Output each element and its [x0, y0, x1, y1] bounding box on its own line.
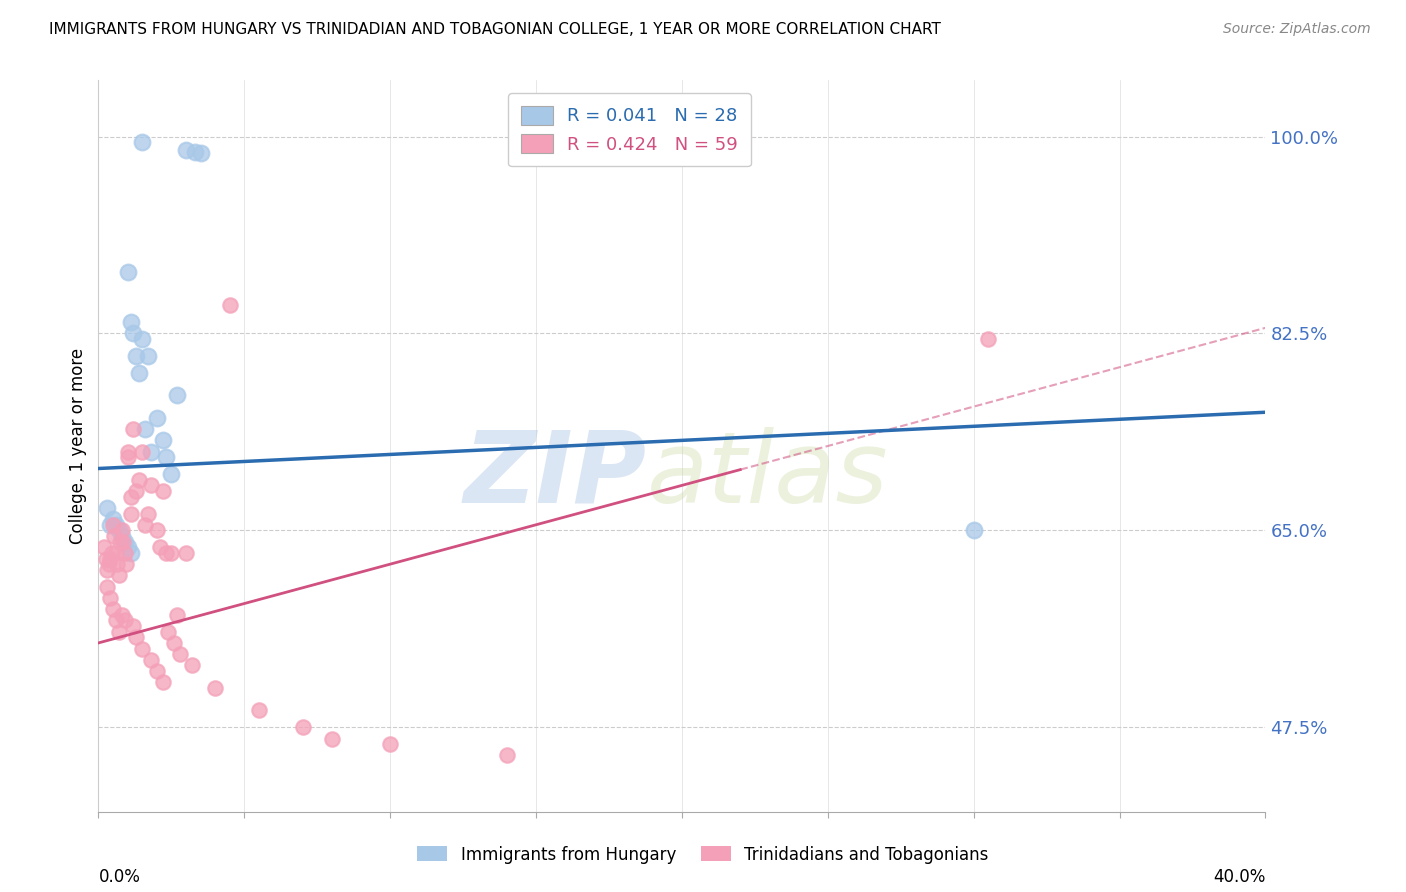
Point	[93, 541, 115, 555]
Point	[115, 557, 138, 571]
Point	[117, 264, 139, 278]
Point	[100, 546, 122, 560]
Point	[157, 624, 180, 639]
Point	[120, 315, 142, 329]
Point	[114, 546, 136, 560]
Point	[105, 557, 128, 571]
Point	[114, 534, 136, 549]
Point	[155, 450, 177, 465]
Point	[125, 483, 148, 498]
Point	[117, 444, 139, 458]
Point	[183, 145, 205, 160]
Point	[131, 444, 153, 458]
Point	[104, 614, 127, 628]
Point	[125, 349, 148, 363]
Point	[190, 146, 212, 161]
Point	[112, 534, 135, 549]
Point	[101, 517, 124, 532]
Point	[131, 135, 153, 149]
Point	[152, 675, 174, 690]
Point	[117, 450, 139, 465]
Point	[139, 444, 162, 458]
Point	[149, 541, 172, 555]
Y-axis label: College, 1 year or more: College, 1 year or more	[69, 348, 87, 544]
Point	[125, 630, 148, 644]
Point	[96, 580, 118, 594]
Point	[120, 546, 142, 560]
Point	[496, 748, 519, 763]
Point	[114, 614, 136, 628]
Point	[120, 507, 142, 521]
Point	[146, 524, 169, 538]
Point	[160, 546, 183, 560]
Point	[97, 557, 120, 571]
Point	[160, 467, 183, 482]
Point	[247, 703, 270, 717]
Text: atlas: atlas	[647, 426, 889, 524]
Point	[174, 546, 197, 560]
Point	[111, 529, 134, 543]
Point	[180, 658, 202, 673]
Point	[104, 546, 127, 560]
Point	[122, 619, 145, 633]
Point	[380, 737, 402, 751]
Point	[128, 366, 150, 380]
Point	[101, 602, 124, 616]
Point	[218, 298, 240, 312]
Point	[204, 681, 226, 695]
Point	[122, 326, 145, 341]
Point	[166, 607, 188, 622]
Point	[977, 332, 1000, 346]
Point	[152, 483, 174, 498]
Point	[122, 422, 145, 436]
Point	[962, 524, 984, 538]
Text: IMMIGRANTS FROM HUNGARY VS TRINIDADIAN AND TOBAGONIAN COLLEGE, 1 YEAR OR MORE CO: IMMIGRANTS FROM HUNGARY VS TRINIDADIAN A…	[49, 22, 941, 37]
Point	[131, 332, 153, 346]
Point	[169, 647, 191, 661]
Point	[98, 591, 121, 605]
Point	[98, 551, 121, 566]
Point	[136, 349, 159, 363]
Point	[108, 568, 131, 582]
Point	[111, 607, 134, 622]
Point	[155, 546, 177, 560]
Legend: R = 0.041   N = 28, R = 0.424   N = 59: R = 0.041 N = 28, R = 0.424 N = 59	[508, 93, 751, 166]
Point	[111, 524, 134, 538]
Point	[291, 720, 314, 734]
Point	[108, 624, 131, 639]
Point	[108, 524, 131, 538]
Point	[152, 434, 174, 448]
Point	[101, 512, 124, 526]
Point	[136, 507, 159, 521]
Point	[134, 517, 156, 532]
Point	[166, 388, 188, 402]
Text: ZIP: ZIP	[464, 426, 647, 524]
Text: 0.0%: 0.0%	[98, 868, 141, 886]
Point	[131, 641, 153, 656]
Point	[139, 478, 162, 492]
Point	[139, 653, 162, 667]
Point	[96, 500, 118, 515]
Point	[117, 541, 139, 555]
Point	[96, 563, 118, 577]
Point	[103, 529, 125, 543]
Point	[94, 551, 117, 566]
Point	[104, 517, 127, 532]
Point	[174, 143, 197, 157]
Text: 40.0%: 40.0%	[1213, 868, 1265, 886]
Point	[128, 473, 150, 487]
Point	[321, 731, 343, 746]
Point	[134, 422, 156, 436]
Point	[98, 517, 121, 532]
Text: Source: ZipAtlas.com: Source: ZipAtlas.com	[1223, 22, 1371, 37]
Legend: Immigrants from Hungary, Trinidadians and Tobagonians: Immigrants from Hungary, Trinidadians an…	[411, 839, 995, 871]
Point	[163, 636, 186, 650]
Point	[146, 410, 169, 425]
Point	[110, 534, 132, 549]
Point	[146, 664, 169, 678]
Point	[120, 490, 142, 504]
